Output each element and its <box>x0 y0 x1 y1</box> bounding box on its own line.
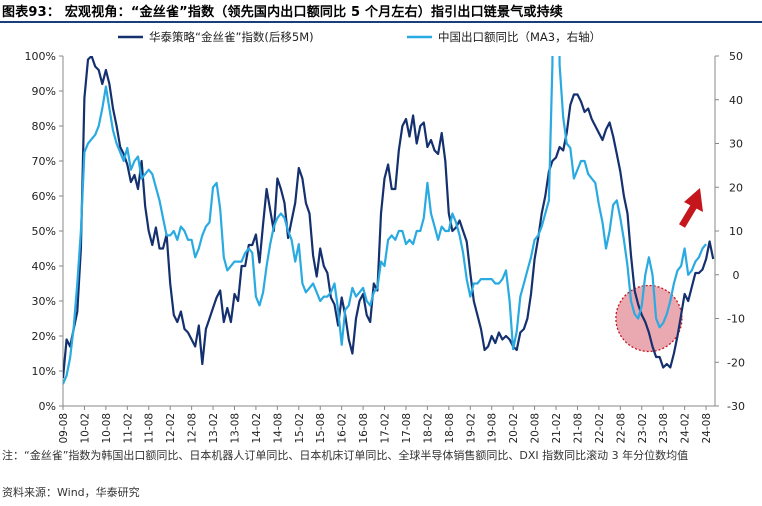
x-tick-label: 2010-08 <box>101 413 113 444</box>
right-tick-label: 10 <box>729 225 743 238</box>
x-tick-label: 2024-08 <box>701 413 713 444</box>
x-tick-label: 2014-08 <box>272 413 284 444</box>
x-tick-label: 2018-08 <box>444 413 456 444</box>
x-tick-label: 2011-08 <box>144 413 156 444</box>
x-tick-label: 2015-08 <box>315 413 327 444</box>
legend-label-exports: 中国出口额同比（MA3，右轴） <box>438 30 601 44</box>
left-tick-label: 20% <box>32 330 56 343</box>
left-tick-label: 60% <box>32 190 56 203</box>
chart-note: 注：“金丝雀”指数为韩国出口额同比、日本机器人订单同比、日本机床订单同比、全球半… <box>2 449 689 462</box>
x-tick-label: 2024-02 <box>680 413 692 444</box>
x-tick-label: 2022-08 <box>615 413 627 444</box>
x-tick-label: 2016-08 <box>358 413 370 444</box>
x-tick-label: 2022-02 <box>594 413 606 444</box>
x-tick-label: 2021-02 <box>551 413 563 444</box>
x-tick-label: 2021-08 <box>573 413 585 444</box>
chart-source: 资料来源：Wind，华泰研究 <box>2 486 140 499</box>
x-tick-label: 2010-02 <box>79 413 91 444</box>
left-tick-label: 100% <box>25 50 56 63</box>
x-tick-label: 2020-08 <box>530 413 542 444</box>
right-tick-label: 20 <box>729 181 743 194</box>
series-line-china-exports <box>63 56 707 385</box>
x-tick-label: 2017-02 <box>380 413 392 444</box>
x-tick-label: 2019-08 <box>487 413 499 444</box>
x-tick-label: 2009-08 <box>58 413 70 444</box>
axes-layer: 0% 10% 20% 30% 40% 50% 60% 70% 80% 90% 100% -30 -20 -… <box>25 50 745 444</box>
trend-arrow <box>678 188 703 228</box>
right-tick-label: 40 <box>729 94 743 107</box>
x-tick-label: 2020-02 <box>508 413 520 444</box>
left-tick-label: 70% <box>32 155 56 168</box>
legend: 华泰策略“金丝雀”指数(后移5M) 中国出口额同比（MA3，右轴） <box>118 30 601 44</box>
legend-label-canary: 华泰策略“金丝雀”指数(后移5M) <box>149 30 314 44</box>
x-tick-label: 2023-02 <box>637 413 649 444</box>
left-tick-label: 80% <box>32 120 56 133</box>
right-tick-label: -30 <box>727 400 745 413</box>
left-tick-label: 90% <box>32 85 56 98</box>
right-tick-label: -10 <box>727 313 745 326</box>
left-tick-label: 30% <box>32 295 56 308</box>
x-tick-label: 2017-08 <box>401 413 413 444</box>
right-tick-label: 50 <box>729 50 743 63</box>
trend-arrow-shaft <box>678 204 698 228</box>
right-tick-label: 0 <box>733 269 740 282</box>
left-tick-label: 40% <box>32 260 56 273</box>
left-tick-label: 50% <box>32 225 56 238</box>
left-tick-label: 10% <box>32 365 56 378</box>
series-line-canary-index <box>63 56 715 379</box>
x-tick-label: 2016-02 <box>337 413 349 444</box>
x-tick-label: 2011-02 <box>122 413 134 444</box>
trend-arrow-head <box>684 188 703 212</box>
title-rule <box>0 21 762 23</box>
right-tick-label: 30 <box>729 138 743 151</box>
x-tick-label: 2012-08 <box>187 413 199 444</box>
right-tick-label: -20 <box>727 356 745 369</box>
series-layer <box>63 56 715 385</box>
chart-title: 图表93： 宏观视角：“金丝雀”指数（领先国内出口额同比 5 个月左右）指引出口… <box>2 5 564 20</box>
x-tick-label: 2013-08 <box>230 413 242 444</box>
x-tick-label: 2018-02 <box>422 413 434 444</box>
x-tick-label: 2012-02 <box>165 413 177 444</box>
chart-canvas: 0% 10% 20% 30% 40% 50% 60% 70% 80% 90% 100% -30 -20 -… <box>25 30 745 444</box>
x-tick-label: 2013-02 <box>208 413 220 444</box>
x-tick-label: 2023-08 <box>658 413 670 444</box>
left-tick-label: 0% <box>39 400 56 413</box>
x-tick-label: 2014-02 <box>251 413 263 444</box>
x-tick-label: 2015-02 <box>294 413 306 444</box>
x-tick-label: 2019-02 <box>465 413 477 444</box>
